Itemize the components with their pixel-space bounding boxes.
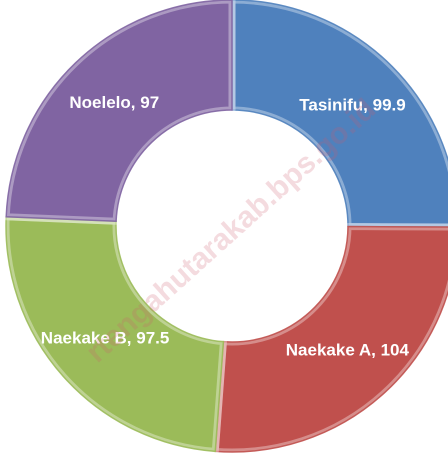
data-label: Naekake B, 97.5 bbox=[41, 329, 170, 348]
data-label: Noelelo, 97 bbox=[69, 93, 159, 112]
slice-edge bbox=[231, 0, 448, 228]
data-label: Tasinifu, 99.9 bbox=[299, 96, 405, 115]
data-label: Naekake A, 104 bbox=[286, 340, 410, 359]
slice-edge bbox=[5, 0, 233, 223]
slice-edge bbox=[5, 215, 225, 453]
data-labels: Tasinifu, 99.9 Naekake A, 104 Naekake B, 9… bbox=[41, 93, 410, 360]
slice bbox=[211, 223, 448, 454]
slice-edge bbox=[214, 225, 448, 453]
